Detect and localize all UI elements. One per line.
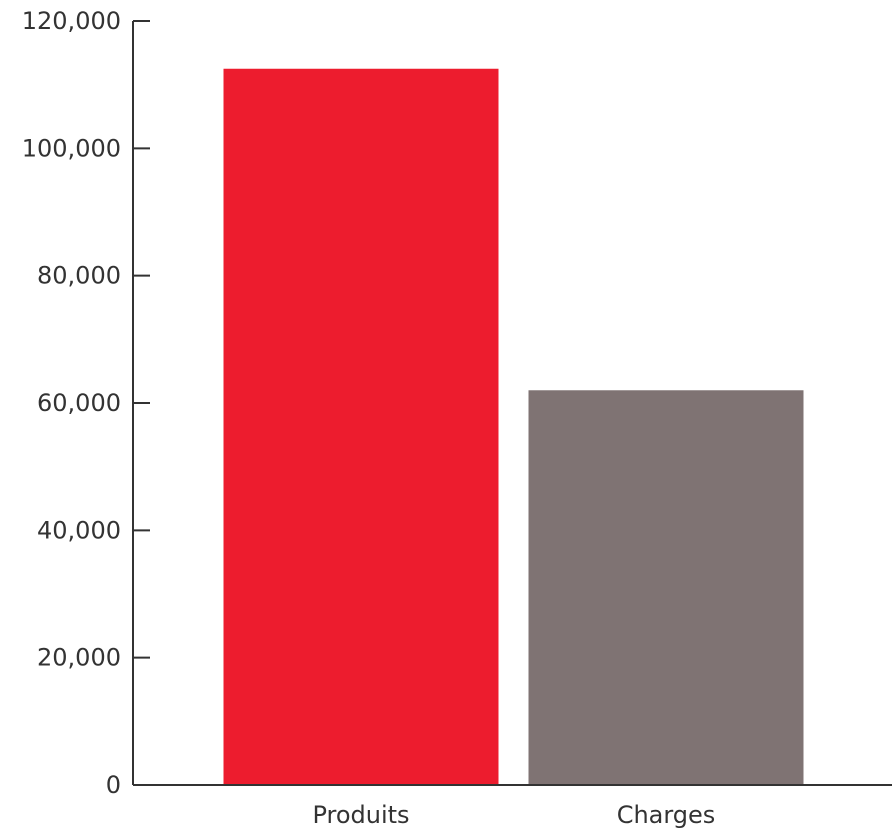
bar-charges — [528, 390, 804, 785]
bar-produits — [223, 68, 499, 785]
y-tick-label: 20,000 — [37, 644, 121, 672]
x-category-label: Charges — [617, 801, 716, 829]
y-tick-label: 60,000 — [37, 389, 121, 417]
x-category-label: Produits — [312, 801, 409, 829]
y-tick-label: 120,000 — [22, 7, 121, 35]
y-ticks-group: 0 20,000 40,000 60,000 80,000 100,000 120,000 — [22, 7, 150, 799]
x-labels-group: Produits Charges — [312, 801, 715, 829]
y-tick-label: 100,000 — [22, 134, 121, 162]
bars-group — [223, 68, 804, 785]
y-tick-label: 80,000 — [37, 262, 121, 290]
y-tick-label: 0 — [106, 771, 121, 799]
y-tick-label: 40,000 — [37, 516, 121, 544]
